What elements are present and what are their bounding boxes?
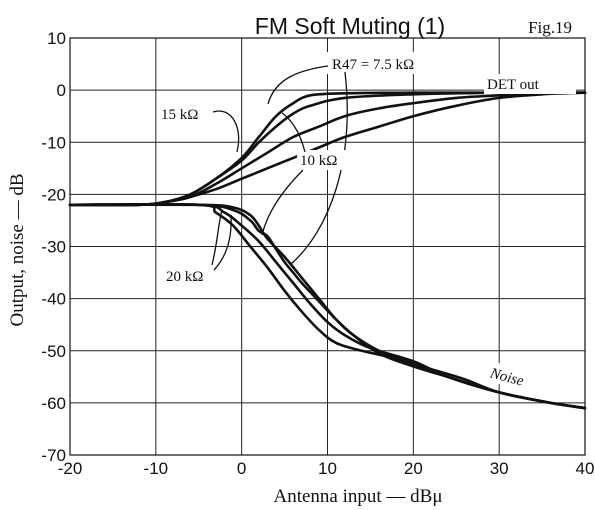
y-tick-label: -60 bbox=[41, 394, 66, 413]
x-tick-label: 40 bbox=[576, 459, 595, 478]
annotation-r47-7-5k: R47 = 7.5 kΩ bbox=[332, 57, 414, 73]
annotation-arrow-r75-b bbox=[289, 71, 348, 266]
x-tick-label: -10 bbox=[144, 459, 169, 478]
annotations: R47 = 7.5 kΩ DET out 15 kΩ 10 kΩ 20 kΩ N… bbox=[158, 52, 576, 396]
annotation-bg-15k bbox=[158, 104, 213, 124]
x-tick-label: 30 bbox=[490, 459, 509, 478]
y-tick-label: -40 bbox=[41, 290, 66, 309]
annotation-bg-det bbox=[484, 74, 576, 94]
figure-label: Fig.19 bbox=[528, 18, 572, 37]
annotation-arrow-20k-a bbox=[213, 214, 232, 271]
annotation-arrow-10k-b bbox=[261, 169, 304, 236]
y-tick-label: -50 bbox=[41, 342, 66, 361]
annotation-arrow-20k-b bbox=[211, 209, 223, 266]
x-tick-label: 20 bbox=[404, 459, 423, 478]
y-tick-label: -10 bbox=[41, 133, 66, 152]
tick-labels: -20 -10 0 10 20 30 40 10 0 -10 -20 -30 -40 -50 -60 -70 bbox=[41, 29, 594, 478]
annotation-arrow-10k-a bbox=[281, 112, 306, 153]
y-axis-label: Output, noise — dB bbox=[7, 173, 28, 326]
annotation-bg-noise bbox=[483, 360, 549, 396]
series-lines bbox=[68, 91, 587, 410]
annotation-bg-10k bbox=[297, 150, 363, 170]
plot-frame bbox=[69, 37, 586, 456]
annotation-arrow-15k bbox=[212, 110, 240, 153]
annotation-10k: 10 kΩ bbox=[300, 153, 337, 169]
y-tick-label: -20 bbox=[41, 185, 66, 204]
annotation-bg-r75 bbox=[327, 52, 449, 74]
series-line-7 bbox=[68, 202, 587, 410]
chart-title: FM Soft Muting (1) bbox=[255, 13, 445, 39]
annotation-20k: 20 kΩ bbox=[166, 269, 203, 285]
y-tick-label: 0 bbox=[57, 81, 66, 100]
y-tick-label: -70 bbox=[41, 446, 66, 465]
y-tick-label: 10 bbox=[47, 29, 66, 48]
x-axis-label: Antenna input — dBμ bbox=[273, 486, 442, 507]
annotation-bg-20k bbox=[163, 266, 218, 286]
x-tick-label: -20 bbox=[58, 459, 83, 478]
grid bbox=[69, 37, 586, 456]
annotation-15k: 15 kΩ bbox=[161, 107, 198, 123]
annotation-det-out: DET out bbox=[487, 77, 540, 93]
x-tick-label: 10 bbox=[318, 459, 337, 478]
y-tick-label: -30 bbox=[41, 238, 66, 257]
annotation-arrow-r75-a bbox=[267, 65, 329, 105]
x-tick-label: 0 bbox=[237, 459, 246, 478]
